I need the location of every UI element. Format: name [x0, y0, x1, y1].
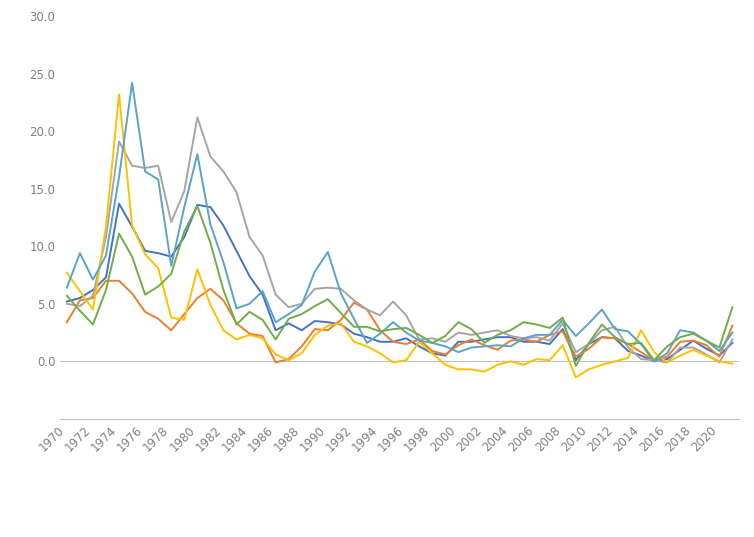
- Germany: [323, 327, 333, 333]
- United Kingdom: [650, 358, 659, 365]
- France: [388, 338, 397, 345]
- Japan: [728, 360, 737, 367]
- France: [650, 358, 659, 365]
- United States: [63, 293, 72, 299]
- France: [115, 200, 124, 207]
- United States: [193, 203, 202, 209]
- United Kingdom: [428, 340, 437, 346]
- Italy: [480, 329, 489, 336]
- Germany: [63, 319, 72, 325]
- Germany: [493, 346, 502, 353]
- Italy: [193, 114, 202, 121]
- Germany: [127, 290, 136, 296]
- Italy: [388, 298, 397, 304]
- France: [428, 350, 437, 357]
- Italy: [63, 301, 72, 307]
- United States: [115, 230, 124, 237]
- Japan: [127, 222, 136, 229]
- Line: Japan: Japan: [67, 95, 732, 378]
- Germany: [728, 322, 737, 329]
- Italy: [506, 333, 515, 339]
- United Kingdom: [311, 268, 320, 275]
- Italy: [115, 139, 124, 145]
- Line: United Kingdom: United Kingdom: [67, 83, 732, 361]
- United Kingdom: [480, 343, 489, 350]
- United Kingdom: [127, 79, 136, 86]
- Japan: [311, 332, 320, 338]
- United Kingdom: [115, 174, 124, 180]
- France: [127, 223, 136, 230]
- Italy: [428, 335, 437, 342]
- United States: [728, 304, 737, 310]
- United States: [388, 326, 397, 332]
- France: [728, 340, 737, 346]
- Japan: [480, 368, 489, 375]
- United Kingdom: [506, 343, 515, 350]
- Japan: [572, 374, 581, 381]
- United States: [506, 327, 515, 333]
- United Kingdom: [388, 319, 397, 325]
- Germany: [519, 336, 528, 343]
- United States: [480, 340, 489, 346]
- Japan: [506, 358, 515, 365]
- Line: Italy: Italy: [67, 118, 732, 362]
- Germany: [271, 359, 280, 366]
- Italy: [663, 359, 672, 366]
- Italy: [311, 286, 320, 292]
- United States: [572, 362, 581, 369]
- France: [63, 298, 72, 304]
- Germany: [402, 341, 411, 347]
- United Kingdom: [63, 285, 72, 291]
- France: [480, 336, 489, 343]
- Line: Germany: Germany: [67, 281, 732, 362]
- France: [311, 318, 320, 324]
- Japan: [63, 270, 72, 276]
- Japan: [115, 91, 124, 98]
- United States: [311, 303, 320, 309]
- France: [506, 334, 515, 340]
- United States: [428, 340, 437, 346]
- Germany: [441, 351, 450, 358]
- Japan: [388, 359, 397, 366]
- Germany: [102, 278, 111, 284]
- United Kingdom: [728, 329, 737, 336]
- Line: United States: United States: [67, 206, 732, 366]
- Italy: [728, 336, 737, 343]
- Japan: [428, 350, 437, 357]
- Line: France: France: [67, 204, 732, 361]
